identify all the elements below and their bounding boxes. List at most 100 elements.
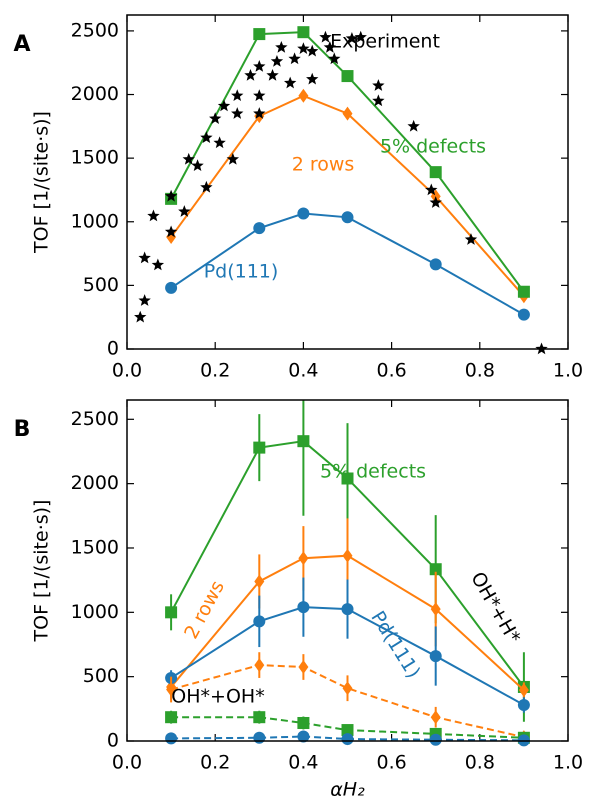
marker	[425, 183, 438, 196]
y-tick-label: 1000	[71, 210, 119, 232]
marker	[323, 40, 337, 53]
line	[170, 31, 525, 293]
x-tick-label: 0.8	[465, 360, 495, 382]
y-tick-label: 1500	[71, 536, 119, 558]
y-tick-label: 1000	[71, 601, 119, 623]
marker	[283, 76, 297, 89]
marker	[407, 119, 420, 132]
marker	[231, 107, 244, 119]
marker	[517, 285, 530, 298]
marker	[297, 207, 310, 220]
x-tick-label: 0.2	[200, 752, 230, 774]
y-tick-label: 2500	[71, 408, 119, 430]
x-tick-label: 0.0	[112, 360, 142, 382]
marker	[342, 548, 353, 563]
marker	[341, 70, 354, 83]
x-tick-label: 0.2	[200, 360, 230, 382]
marker	[429, 258, 442, 271]
marker	[182, 152, 195, 165]
annotation: Experiment	[330, 31, 440, 53]
marker	[253, 222, 266, 235]
x-axis-label: αH₂	[330, 779, 365, 801]
marker	[213, 136, 226, 149]
y-tick-label: 2000	[71, 472, 119, 494]
line	[170, 606, 525, 706]
marker	[270, 54, 284, 67]
marker	[288, 52, 301, 65]
marker	[151, 258, 165, 271]
marker	[200, 131, 213, 144]
marker	[372, 94, 385, 107]
marker	[297, 435, 310, 448]
marker	[178, 205, 191, 217]
marker	[306, 44, 319, 57]
marker	[341, 733, 354, 746]
line	[170, 664, 525, 739]
marker	[517, 698, 530, 711]
marker	[372, 79, 385, 91]
marker	[429, 650, 442, 663]
marker	[254, 658, 265, 673]
panel-label: B	[14, 417, 31, 442]
marker	[430, 710, 441, 725]
annotation: 5% defects	[320, 461, 426, 483]
marker	[319, 30, 332, 43]
plot-frame	[126, 399, 569, 742]
marker	[253, 107, 266, 119]
marker	[253, 28, 266, 41]
marker	[147, 209, 160, 222]
marker	[341, 472, 354, 485]
y-tick-label: 1500	[71, 147, 119, 169]
marker	[297, 26, 310, 39]
marker	[518, 683, 529, 698]
panel-label: A	[13, 32, 30, 57]
x-tick-label: 0.8	[465, 752, 495, 774]
y-tick-label: 2500	[71, 19, 119, 41]
x-tick-label: 0.6	[376, 752, 406, 774]
marker	[297, 601, 310, 614]
marker	[253, 731, 266, 744]
marker	[298, 551, 309, 566]
marker	[298, 660, 309, 675]
marker	[297, 42, 310, 54]
marker	[138, 294, 151, 306]
y-tick-label: 0	[107, 338, 119, 360]
marker	[134, 310, 147, 323]
annotation: 5% defects	[380, 136, 486, 158]
marker	[354, 30, 367, 43]
line	[171, 735, 524, 742]
y-tick-label: 500	[83, 665, 119, 687]
plot-frame	[126, 14, 569, 350]
marker	[165, 606, 178, 619]
line	[170, 554, 525, 691]
marker	[253, 711, 266, 724]
marker	[342, 681, 353, 696]
x-tick-label: 0.6	[376, 360, 406, 382]
marker	[429, 166, 442, 179]
marker	[209, 112, 222, 124]
marker	[164, 225, 178, 238]
y-tick-label: 2000	[71, 83, 119, 105]
marker	[244, 68, 257, 81]
marker	[165, 281, 178, 294]
line	[170, 440, 525, 688]
marker	[275, 40, 288, 53]
marker	[429, 196, 442, 208]
marker	[253, 89, 266, 102]
marker	[297, 716, 310, 729]
marker	[517, 308, 530, 321]
marker	[306, 72, 319, 85]
line	[170, 94, 525, 297]
marker	[138, 251, 151, 264]
marker	[429, 733, 442, 746]
marker	[254, 574, 265, 589]
annotation: 2 rows	[180, 577, 229, 643]
marker	[253, 441, 266, 454]
marker	[345, 32, 359, 44]
marker	[297, 730, 310, 743]
y-tick-label: 500	[83, 274, 119, 296]
marker	[341, 724, 354, 737]
annotation: OH*+OH*	[171, 686, 264, 708]
marker	[226, 152, 240, 165]
